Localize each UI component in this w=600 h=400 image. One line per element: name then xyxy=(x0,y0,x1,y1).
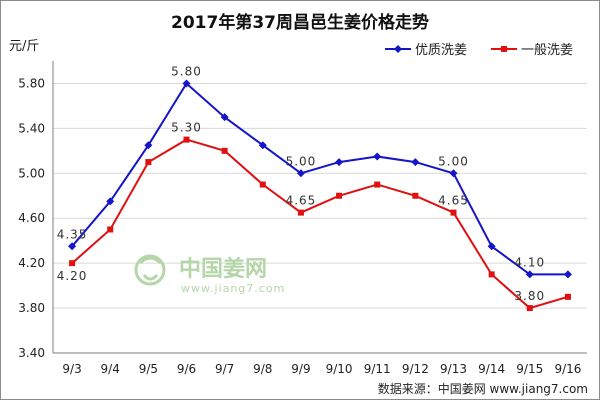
x-tick-label: 9/9 xyxy=(291,362,310,376)
legend-marker-premium xyxy=(394,45,402,53)
x-tick-label: 9/12 xyxy=(402,362,429,376)
data-point-marker xyxy=(450,209,457,216)
data-point-marker xyxy=(374,181,381,188)
data-label: 5.00 xyxy=(286,154,317,168)
data-point-marker xyxy=(144,141,153,150)
legend: 优质洗姜 一般洗姜 xyxy=(385,42,573,58)
y-tick-label: 5.80 xyxy=(18,76,45,90)
watermark-logo-text: 中国姜网 xyxy=(179,256,267,282)
data-point-marker xyxy=(221,147,228,154)
series-line-1 xyxy=(71,138,569,310)
data-point-marker xyxy=(182,79,191,88)
data-label: 4.10 xyxy=(514,255,545,269)
x-tick-label: 9/7 xyxy=(215,362,234,376)
data-point-marker xyxy=(525,270,534,279)
data-point-marker xyxy=(335,158,344,167)
x-tick-label: 9/15 xyxy=(516,362,543,376)
data-point-marker xyxy=(336,192,343,199)
y-tick-label: 3.40 xyxy=(18,346,45,360)
grid-lines xyxy=(53,82,587,309)
legend-marker-regular xyxy=(501,46,507,52)
data-labels: 4.35 4.20 5.80 5.30 5.00 4.65 5.00 4.65 4.10 3.80 xyxy=(57,64,545,303)
y-tick-label: 4.60 xyxy=(18,211,45,225)
x-tick-label: 9/13 xyxy=(440,362,467,376)
data-point-marker xyxy=(487,242,496,251)
data-point-marker xyxy=(220,113,229,122)
data-point-marker xyxy=(145,159,152,166)
y-axis-unit-label: 元/斤 xyxy=(9,39,39,54)
data-label: 4.35 xyxy=(57,227,88,241)
y-tick-label: 5.40 xyxy=(18,121,45,135)
data-point-marker xyxy=(106,197,115,206)
data-point-marker xyxy=(258,141,267,150)
y-tick-label: 3.80 xyxy=(18,301,45,315)
x-tick-label: 9/16 xyxy=(554,362,581,376)
y-tick-label: 4.20 xyxy=(18,256,45,270)
data-point-marker xyxy=(107,226,114,233)
data-point-marker xyxy=(564,293,571,300)
data-point-marker xyxy=(526,305,533,312)
data-point-marker xyxy=(488,271,495,278)
x-tick-label: 9/10 xyxy=(326,362,353,376)
x-tick-label: 9/8 xyxy=(253,362,272,376)
data-point-marker xyxy=(183,136,190,143)
data-label: 4.20 xyxy=(57,269,88,283)
series-line-0 xyxy=(71,81,568,276)
source-note: 数据来源：中国姜网 www.jiang7.com xyxy=(378,381,588,396)
ginger-logo-icon xyxy=(134,254,166,286)
x-tick-label: 9/11 xyxy=(364,362,391,376)
x-tick-label: 9/3 xyxy=(62,362,81,376)
data-point-marker xyxy=(449,169,458,178)
x-axis-ticks: 9/3 9/4 9/5 9/6 9/7 9/8 9/9 9/10 9/11 9/12 9/13 9/1… xyxy=(62,362,581,376)
x-tick-label: 9/4 xyxy=(101,362,120,376)
data-label: 5.80 xyxy=(171,64,202,78)
data-label: 5.00 xyxy=(438,154,469,168)
data-point-marker xyxy=(68,242,77,251)
data-point-marker xyxy=(373,152,382,161)
y-axis-ticks: 3.40 3.80 4.20 4.60 5.00 5.40 5.80 xyxy=(18,76,45,360)
data-label: 3.80 xyxy=(514,289,545,303)
x-tick-label: 9/5 xyxy=(139,362,158,376)
data-point-marker xyxy=(411,158,420,167)
chart-title: 2017年第37周昌邑生姜价格走势 xyxy=(171,12,429,33)
data-label: 4.65 xyxy=(438,194,469,208)
y-tick-label: 5.00 xyxy=(18,166,45,180)
data-point-marker xyxy=(412,192,419,199)
legend-label-regular: 一般洗姜 xyxy=(521,42,573,58)
data-label: 4.65 xyxy=(286,194,317,208)
series-layer xyxy=(68,79,572,312)
legend-label-premium: 优质洗姜 xyxy=(415,43,467,58)
data-point-marker xyxy=(296,169,305,178)
x-tick-label: 9/14 xyxy=(478,362,505,376)
watermark-url-text: www.jiang7.com xyxy=(181,282,285,295)
data-point-marker xyxy=(563,270,572,279)
watermark: 中国姜网 www.jiang7.com xyxy=(134,254,285,295)
data-point-marker xyxy=(297,209,304,216)
x-tick-label: 9/6 xyxy=(177,362,196,376)
data-point-marker xyxy=(259,181,266,188)
data-point-marker xyxy=(69,260,76,267)
data-label: 5.30 xyxy=(171,121,202,135)
